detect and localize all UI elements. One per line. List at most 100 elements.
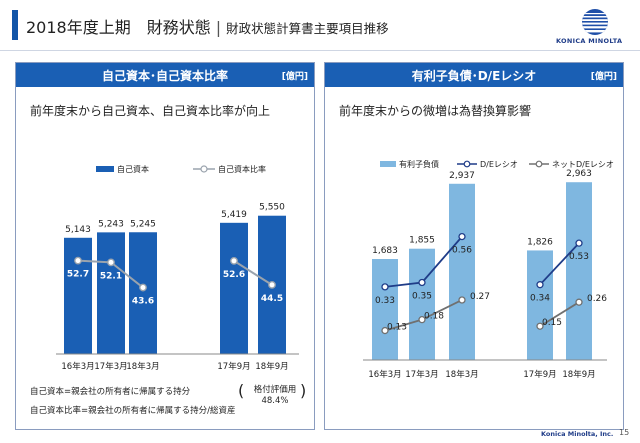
bar-debt-4 — [566, 182, 592, 360]
rating-paren-open: ( — [238, 381, 245, 400]
bar-debt-0 — [372, 259, 398, 360]
point-label-ratio-2: 43.6 — [132, 297, 154, 307]
rating-label: 格付評価用 — [253, 385, 297, 395]
equity-ratio-definition-note: 自己資本比率=親会社の所有者に帰属する持分/総資産 — [30, 406, 236, 416]
legend-swatch-debt — [380, 161, 396, 167]
point-label-net-de-2: 0.27 — [470, 292, 490, 302]
point-de-2 — [458, 232, 466, 241]
point-net-de-3 — [536, 322, 544, 330]
bar-label-equity-2: 5,245 — [130, 219, 156, 229]
legend-marker-ratio — [200, 165, 208, 173]
x-tick-label-4: 18年9月 — [255, 361, 288, 372]
bar-equity-2 — [129, 232, 157, 354]
x-tick-label-1: 17年3月 — [94, 361, 127, 372]
bar-equity-0 — [64, 237, 92, 354]
point-net-de-4 — [575, 298, 583, 306]
bar-debt-2 — [449, 183, 475, 360]
legend-label-de: D/Eレシオ — [480, 160, 518, 169]
line-ratio-group-1 — [233, 260, 273, 286]
point-label-net-de-1: 0.18 — [424, 312, 444, 322]
point-ratio-1 — [107, 258, 115, 267]
bar-label-debt-4: 2,963 — [566, 169, 592, 179]
legend-marker-de — [463, 160, 471, 168]
bar-debt-3 — [527, 250, 553, 360]
equity-panel-header: 自己資本･自己資本比率 [億円] — [16, 63, 314, 87]
point-label-de-3: 0.34 — [530, 294, 550, 304]
bar-debt-1 — [409, 248, 435, 360]
x-tick-label-2: 18年3月 — [126, 361, 159, 372]
footer-brand: Konica Minolta, Inc. — [541, 430, 614, 438]
x-tick-label-0: 16年3月 — [368, 369, 401, 380]
equity-definition-note: 自己資本=親会社の所有者に帰属する持分 — [30, 387, 191, 397]
x-tick-label-4: 18年9月 — [562, 369, 595, 380]
point-label-net-de-4: 0.26 — [587, 294, 607, 304]
debt-chart: 有利子負債 D/Eレシオ ネットD/Eレシオ 1,683 1,855 2,937 1,826… — [363, 159, 614, 380]
legend-swatch-equity — [96, 166, 114, 172]
bar-label-equity-4: 5,550 — [259, 203, 285, 213]
bar-label-equity-1: 5,243 — [98, 219, 124, 229]
rating-note: 格付評価用 48.4% — [247, 385, 303, 407]
bar-label-debt-2: 2,937 — [449, 171, 475, 181]
point-label-net-de-0: 0.13 — [387, 323, 407, 333]
point-label-de-4: 0.53 — [569, 252, 589, 262]
point-ratio-2 — [139, 283, 147, 292]
title-subtitle: 財政状態計算書主要項目推移 — [226, 21, 389, 36]
bar-label-equity-3: 5,419 — [221, 210, 247, 220]
point-label-ratio-3: 52.6 — [223, 270, 245, 280]
point-de-4 — [575, 239, 583, 247]
header: 2018年度上期 財務状態 | 財政状態計算書主要項目推移 KONICA MINOL… — [0, 0, 640, 52]
point-label-de-1: 0.35 — [412, 292, 432, 302]
legend-marker-net-de — [535, 160, 543, 168]
line-de-group-1 — [539, 242, 580, 286]
rating-value: 48.4% — [261, 396, 289, 406]
debt-panel-title: 有利子負債･D/Eレシオ — [411, 69, 537, 83]
bar-label-equity-0: 5,143 — [65, 225, 91, 235]
debt-panel-header: 有利子負債･D/Eレシオ [億円] — [325, 63, 623, 87]
bar-equity-3 — [220, 222, 248, 354]
rating-paren-close: ) — [300, 381, 307, 400]
bar-label-debt-1: 1,855 — [409, 236, 435, 246]
page-number: 15 — [619, 428, 630, 437]
x-tick-label-3: 17年9月 — [523, 369, 556, 380]
point-label-net-de-3: 0.15 — [542, 318, 562, 328]
equity-headline: 前年度末から自己資本、自己資本比率が向上 — [30, 104, 271, 118]
title-accent-bar — [12, 10, 18, 40]
page-title: 2018年度上期 財務状態 | 財政状態計算書主要項目推移 — [26, 14, 389, 38]
debt-panel-unit: [億円] — [590, 72, 617, 82]
point-de-3 — [536, 281, 544, 289]
point-ratio-4 — [268, 280, 276, 289]
legend-label-debt: 有利子負債 — [399, 159, 439, 169]
point-de-1 — [418, 278, 426, 287]
point-net-de-2 — [458, 296, 466, 304]
line-net-de-group-1 — [539, 301, 580, 327]
point-label-de-0: 0.33 — [375, 296, 395, 306]
title-main: 2018年度上期 財務状態 — [26, 18, 211, 37]
equity-panel-title: 自己資本･自己資本比率 — [101, 69, 228, 83]
point-label-de-2: 0.56 — [452, 246, 472, 256]
legend-label-ratio: 自己資本比率 — [218, 164, 266, 174]
equity-chart: 自己資本 自己資本比率 5,143 5,243 5,245 5,419 5,550 52.7 5… — [56, 164, 299, 372]
bar-equity-1 — [97, 232, 125, 354]
debt-headline: 前年度末からの微増は為替換算影響 — [339, 104, 532, 118]
point-label-ratio-1: 52.1 — [100, 271, 122, 281]
equity-panel: 自己資本･自己資本比率 [億円] 前年度末から自己資本、自己資本比率が向上 自己… — [15, 62, 315, 430]
x-tick-label-0: 16年3月 — [61, 361, 94, 372]
equity-panel-unit: [億円] — [281, 72, 308, 82]
bar-label-debt-0: 1,683 — [372, 246, 398, 256]
point-de-0 — [381, 283, 389, 291]
point-label-ratio-4: 44.5 — [261, 294, 283, 304]
legend-label-net-de: ネットD/Eレシオ — [552, 160, 614, 169]
x-tick-label-2: 18年3月 — [445, 369, 478, 380]
debt-panel: 有利子負債･D/Eレシオ [億円] 前年度末からの微増は為替換算影響 有利子負債… — [324, 62, 624, 430]
x-tick-label-3: 17年9月 — [217, 361, 250, 372]
x-tick-label-1: 17年3月 — [405, 369, 438, 380]
point-ratio-3 — [230, 257, 238, 265]
legend-label-equity: 自己資本 — [117, 164, 149, 174]
point-net-de-0 — [381, 326, 389, 335]
point-label-ratio-0: 52.7 — [67, 270, 89, 280]
title-separator: | — [215, 18, 222, 37]
bar-label-debt-3: 1,826 — [527, 237, 553, 247]
point-net-de-1 — [418, 316, 426, 324]
konica-minolta-logo-icon — [582, 9, 608, 35]
point-ratio-0 — [74, 256, 82, 265]
